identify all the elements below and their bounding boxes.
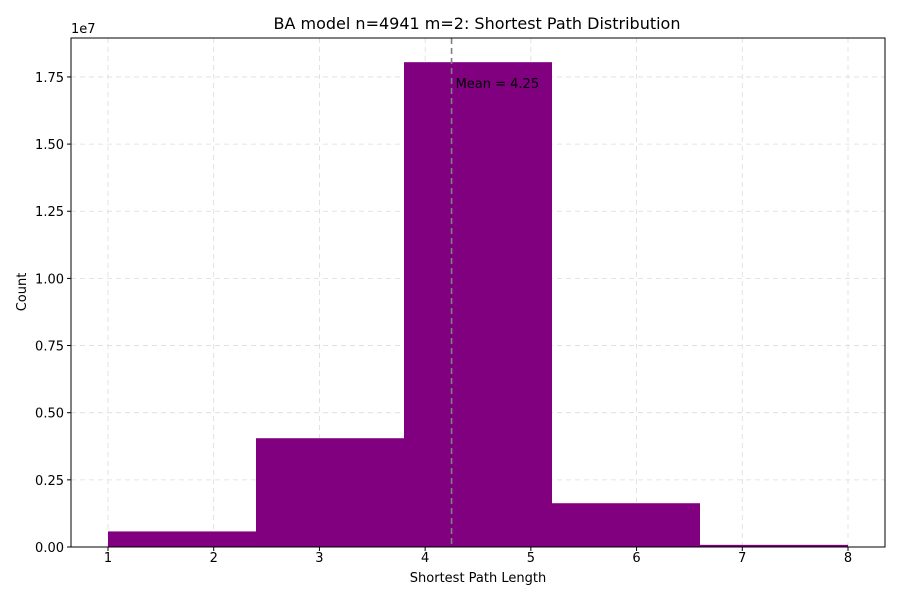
histogram-bar-3 xyxy=(404,62,552,548)
x-tick-label: 2 xyxy=(210,551,218,566)
histogram-bar-2 xyxy=(256,438,404,547)
x-tick-label: 3 xyxy=(315,551,323,566)
plot-frame xyxy=(70,37,886,548)
histogram-bar-5 xyxy=(700,544,848,547)
mean-annotation: Mean = 4.25 xyxy=(456,77,540,92)
x-tick-label: 8 xyxy=(844,551,852,566)
y-tick-label: 1.50 xyxy=(35,138,64,153)
x-tick-label: 1 xyxy=(104,551,112,566)
y-tick-label: 0.50 xyxy=(35,407,64,422)
x-tick-label: 5 xyxy=(527,551,535,566)
y-tick-label: 0.25 xyxy=(35,474,64,489)
y-tick-label: 1.00 xyxy=(35,272,64,287)
x-axis-ticks: 1 2 3 4 5 6 7 8 xyxy=(104,547,852,566)
x-tick-label: 7 xyxy=(738,551,746,566)
y-tick-label: 1.75 xyxy=(35,71,64,86)
y-tick-label: 0.75 xyxy=(35,340,64,355)
y-axis-label: Count xyxy=(15,273,30,312)
mean-marker: Mean = 4.25 xyxy=(450,38,540,547)
y-axis-ticks: 0.00 0.25 0.50 0.75 1.00 1.25 1.50 1.75 xyxy=(35,71,71,556)
x-tick-label: 4 xyxy=(421,551,429,566)
y-tick-label: 0.00 xyxy=(35,541,64,556)
histogram-bar-4 xyxy=(552,503,700,547)
y-axis-offset-label: 1e7 xyxy=(71,22,96,37)
bars xyxy=(108,62,848,548)
x-axis-label: Shortest Path Length xyxy=(410,571,546,586)
histogram-bar-1 xyxy=(108,531,256,547)
chart-title: BA model n=4941 m=2: Shortest Path Distr… xyxy=(274,14,681,33)
y-tick-label: 1.25 xyxy=(35,205,64,220)
x-tick-label: 6 xyxy=(632,551,640,566)
